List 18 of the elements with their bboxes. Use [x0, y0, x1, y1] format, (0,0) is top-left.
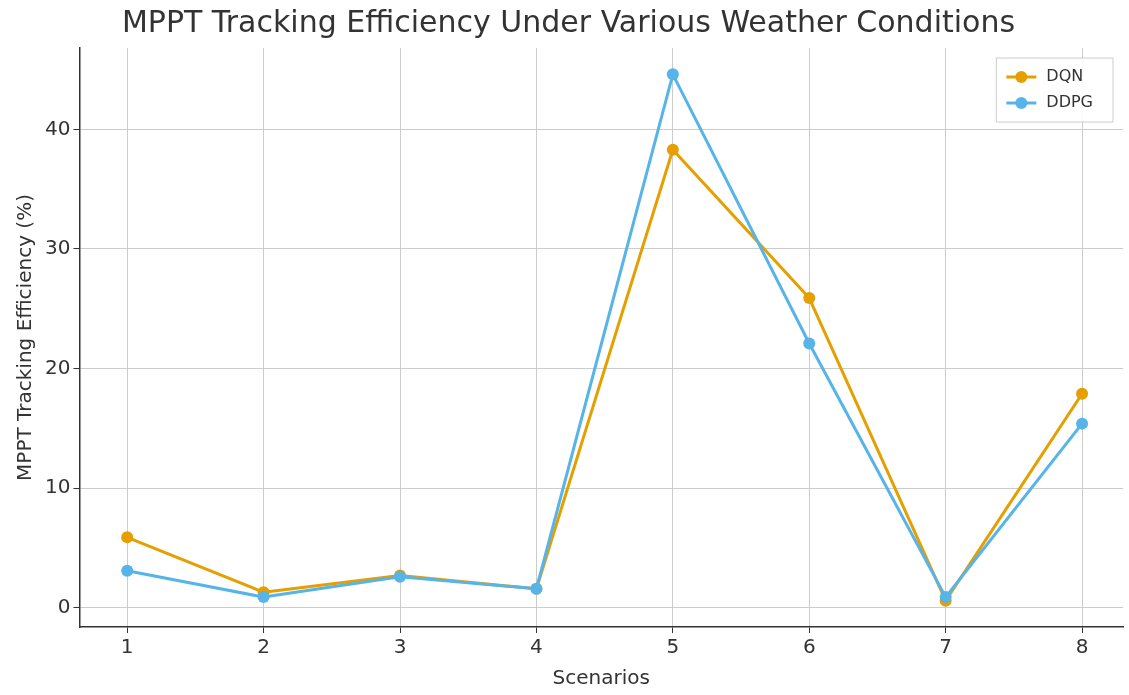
x-tick-label: 1 — [120, 634, 134, 659]
x-tick-label: 7 — [939, 634, 953, 659]
y-tick-label: 40 — [45, 115, 71, 140]
y-tick-label: 20 — [45, 354, 71, 379]
legend-label: DQN — [1046, 66, 1084, 86]
legend-label: DDPG — [1046, 92, 1093, 112]
y-tick-label: 10 — [45, 474, 71, 499]
chart-title: MPPT Tracking Efficiency Under Various Weather Conditions — [121, 3, 1016, 39]
x-tick-label: 2 — [257, 634, 270, 659]
x-tick-label: 8 — [1075, 634, 1089, 659]
x-tick-label: 4 — [530, 634, 543, 659]
y-tick-label: 30 — [45, 235, 71, 260]
y-axis-title: MPPT Tracking Efficiency (%) — [12, 194, 37, 481]
x-tick-label: 5 — [666, 634, 680, 659]
y-tick-label: 0 — [57, 594, 71, 619]
x-tick-label: 6 — [802, 634, 816, 659]
x-axis-title: Scenarios — [552, 665, 650, 690]
x-tick-label: 3 — [393, 634, 407, 659]
